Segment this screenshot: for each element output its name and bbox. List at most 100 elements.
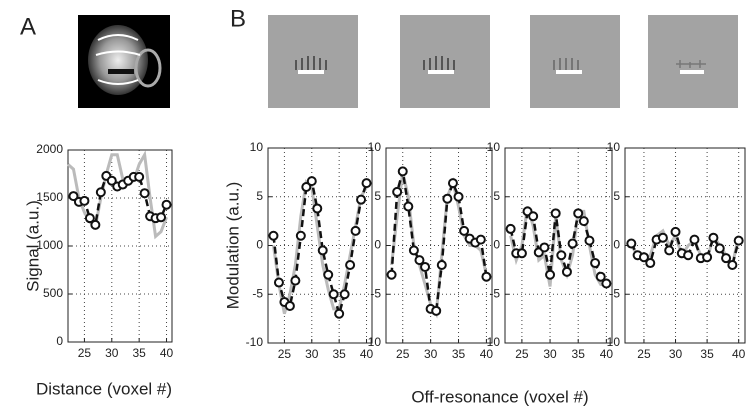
data-point [139,188,150,199]
data-point [539,242,550,253]
data-point [664,245,675,256]
data-point [284,300,295,311]
x-tick-label: 30 [424,347,438,361]
data-point [708,232,719,243]
y-tick-label: -10 [364,335,382,349]
x-axis-label: Distance (voxel #) [36,379,172,398]
y-tick-label: 10 [250,140,264,154]
y-tick-label: 2000 [36,142,63,156]
data-point [414,255,425,266]
data-point [683,250,694,261]
x-tick-label: 40 [480,347,494,361]
data-point [638,252,649,263]
data-point [545,269,556,280]
x-tick-label: 35 [332,347,346,361]
x-tick-label: 40 [732,347,746,361]
data-point [397,166,408,177]
data-point [733,235,744,246]
y-axis-label: Modulation (a.u.) [223,182,242,310]
data-point [475,234,486,245]
data-point [453,191,464,202]
plot-frame [67,149,173,343]
data-point [590,258,601,269]
y-tick-label: 10 [607,140,621,154]
data-point [481,271,492,282]
modulation-images [268,15,738,108]
x-tick-label: 25 [396,347,410,361]
data-point [420,261,431,272]
x-tick-label: 35 [452,347,466,361]
data-point [447,178,458,189]
data-point [721,253,732,264]
data-point [312,203,323,214]
data-point [626,238,637,249]
data-point [595,271,606,282]
plot-frame [624,147,746,344]
y-tick-label: 0 [256,238,263,252]
data-point [442,193,453,204]
data-point [550,208,561,219]
y-tick-label: -5 [489,286,500,300]
data-point [702,252,713,263]
y-tick-label: 10 [487,140,501,154]
x-tick-label: 30 [305,347,319,361]
data-point [290,275,301,286]
y-tick-label: 5 [374,189,381,203]
data-point [356,194,367,205]
data-point [90,219,101,230]
data-point [156,212,167,223]
plot-frame [267,147,373,344]
data-point [657,232,668,243]
series-line [67,150,168,240]
y-tick-label: -5 [370,286,381,300]
y-tick-label: 500 [43,286,63,300]
data-point [386,269,397,280]
data-point [106,175,117,186]
x-tick-label: 30 [105,346,119,360]
x-tick-label: 35 [572,347,586,361]
y-tick-label: 1000 [36,238,63,252]
data-point [392,186,403,197]
data-point [268,230,279,241]
data-point [516,248,527,259]
chart: 25 30 35 40 0 500 1000 1500 2000 Signal (a.u.) Dis… [23,142,173,398]
data-point [528,211,539,222]
x-tick-label: 25 [78,346,92,360]
data-point [567,238,578,249]
panel-label: B [230,5,246,32]
y-tick-label: 1500 [36,190,63,204]
data-point [350,225,361,236]
data-point [161,199,172,210]
data-point [84,213,95,224]
x-tick-label: 35 [132,346,146,360]
data-point [345,260,356,270]
y-tick-label: 10 [368,140,382,154]
plot-frame [504,147,613,344]
x-tick-label: 40 [160,346,174,360]
y-tick-label: -5 [252,286,263,300]
data-point [459,225,470,236]
panel-label: A [20,13,36,40]
data-point [95,187,106,198]
data-point [323,269,334,280]
data-point [601,278,612,289]
y-tick-label: 0 [56,334,63,348]
data-point [317,245,328,256]
series-line [271,179,368,315]
data-point [301,182,312,192]
y-tick-label: -10 [483,335,501,349]
y-tick-label: 5 [256,189,263,203]
data-point [273,277,284,288]
y-tick-label: 0 [613,238,620,252]
data-point [134,171,145,182]
data-point [556,250,567,261]
x-tick-label: 35 [700,347,714,361]
x-tick-label: 40 [360,347,374,361]
data-point [584,235,595,246]
x-tick-label: 30 [543,347,557,361]
data-point [361,178,372,189]
data-point [578,216,589,227]
